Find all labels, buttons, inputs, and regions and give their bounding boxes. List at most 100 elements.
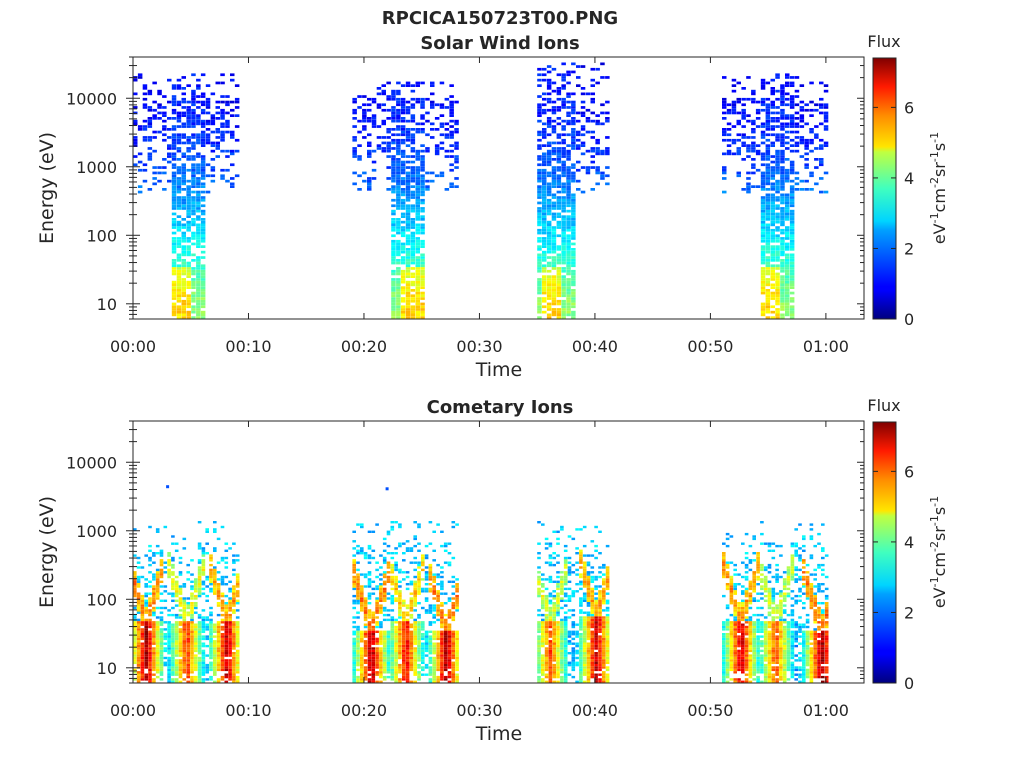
spectrogram-cell — [432, 604, 436, 607]
spectrogram-cell — [590, 147, 595, 150]
spectrogram-cell — [424, 578, 429, 581]
spectrogram-cell — [381, 103, 386, 107]
spectrogram-cell — [451, 556, 456, 560]
spectrogram-cell — [356, 637, 360, 641]
spectrogram-cell — [140, 604, 145, 607]
spectrogram-cell — [447, 649, 452, 653]
spectrogram-cell — [182, 625, 187, 629]
spectrogram-cell — [186, 138, 191, 142]
spectrogram-cell — [159, 661, 164, 664]
spectrogram-cell — [196, 193, 201, 197]
spectrogram-cell — [775, 152, 780, 156]
spectrogram-cell — [542, 220, 547, 224]
spectrogram-cell — [775, 226, 780, 229]
spectrogram-cell — [780, 160, 785, 164]
spectrogram-cell — [190, 659, 194, 662]
spectrogram-cell — [400, 248, 406, 251]
spectrogram-cell — [415, 182, 420, 186]
spectrogram-cell — [171, 212, 177, 216]
spectrogram-cell — [171, 204, 177, 208]
spectrogram-cell — [186, 649, 190, 653]
spectrogram-cell — [548, 671, 553, 674]
spectrogram-cell — [220, 177, 225, 180]
spectrogram-cell — [144, 649, 148, 653]
spectrogram-cell — [405, 644, 410, 648]
spectrogram-cell — [157, 166, 162, 169]
spectrogram-cell — [402, 613, 406, 617]
spectrogram-cell — [556, 291, 562, 295]
spectrogram-cell — [760, 155, 766, 158]
spectrogram-cell — [722, 130, 727, 134]
spectrogram-cell — [167, 630, 171, 633]
spectrogram-cell — [148, 544, 152, 548]
spectrogram-cell — [409, 637, 414, 641]
spectrogram-cell — [413, 594, 417, 598]
spectrogram-cell — [544, 606, 549, 610]
spectrogram-cell — [171, 613, 175, 617]
spectrogram-cell — [428, 604, 433, 607]
spectrogram-cell — [176, 283, 182, 287]
spectrogram-cell — [566, 291, 571, 295]
spectrogram-cell — [379, 554, 383, 557]
spectrogram-cell — [186, 248, 191, 251]
spectrogram-cell — [159, 628, 164, 631]
spectrogram-cell — [542, 160, 547, 164]
spectrogram-cell — [148, 649, 152, 653]
spectrogram-cell — [142, 136, 148, 139]
spectrogram-cell — [209, 678, 213, 681]
spectrogram-cell — [190, 675, 194, 679]
spectrogram-cell — [228, 604, 232, 607]
spectrogram-cell — [171, 188, 177, 191]
spectrogram-cell — [191, 125, 196, 128]
spectrogram-cell — [356, 602, 360, 605]
spectrogram-cell — [352, 675, 356, 679]
spectrogram-cell — [186, 223, 191, 227]
spectrogram-cell — [551, 228, 557, 232]
spectrogram-cell — [546, 280, 552, 284]
spectrogram-cell — [551, 212, 557, 216]
spectrogram-cell — [455, 644, 459, 648]
spectrogram-cell — [144, 675, 148, 679]
spectrogram-cell — [391, 174, 396, 178]
spectrogram-cell — [556, 174, 562, 178]
spectrogram-cell — [605, 147, 610, 150]
spectrogram-cell — [405, 611, 410, 614]
spectrogram-cell — [367, 625, 372, 629]
spectrogram-cell — [726, 122, 732, 126]
spectrogram-cell — [155, 528, 160, 531]
spectrogram-cell — [447, 580, 452, 583]
spectrogram-cell — [731, 152, 737, 156]
spectrogram-cell — [386, 149, 391, 153]
spectrogram-cell — [451, 652, 456, 655]
spectrogram-cell — [186, 193, 191, 197]
spectrogram-cell — [186, 644, 190, 648]
spectrogram-cell — [405, 106, 411, 109]
spectrogram-cell — [595, 122, 600, 126]
spectrogram-cell — [191, 166, 196, 169]
spectrogram-cell — [200, 160, 206, 164]
spectrogram-cell — [731, 89, 737, 93]
spectrogram-cell — [396, 308, 401, 311]
spectrogram-cell — [409, 606, 414, 610]
spectrogram-cell — [751, 92, 756, 96]
spectrogram-cell — [420, 185, 425, 188]
spectrogram-cell — [148, 675, 152, 679]
spectrogram-cell — [451, 663, 456, 667]
spectrogram-cell — [548, 563, 553, 567]
spectrogram-cell — [162, 188, 167, 191]
spectrogram-cell — [546, 160, 552, 164]
spectrogram-cell — [186, 111, 191, 115]
solar-wind-xlabel: Time — [475, 359, 523, 381]
spectrogram-cell — [400, 204, 406, 208]
spectrogram-cell — [405, 671, 410, 674]
spectrogram-cell — [352, 680, 356, 683]
spectrogram-cell — [449, 168, 454, 172]
spectrogram-cell — [420, 245, 425, 248]
spectrogram-cell — [455, 640, 459, 643]
spectrogram-cell — [398, 656, 402, 660]
spectrogram-cell — [775, 297, 780, 300]
spectrogram-cell — [561, 87, 566, 90]
spectrogram-cell — [213, 585, 217, 588]
spectrogram-cell — [405, 185, 411, 188]
spectrogram-cell — [561, 218, 566, 221]
